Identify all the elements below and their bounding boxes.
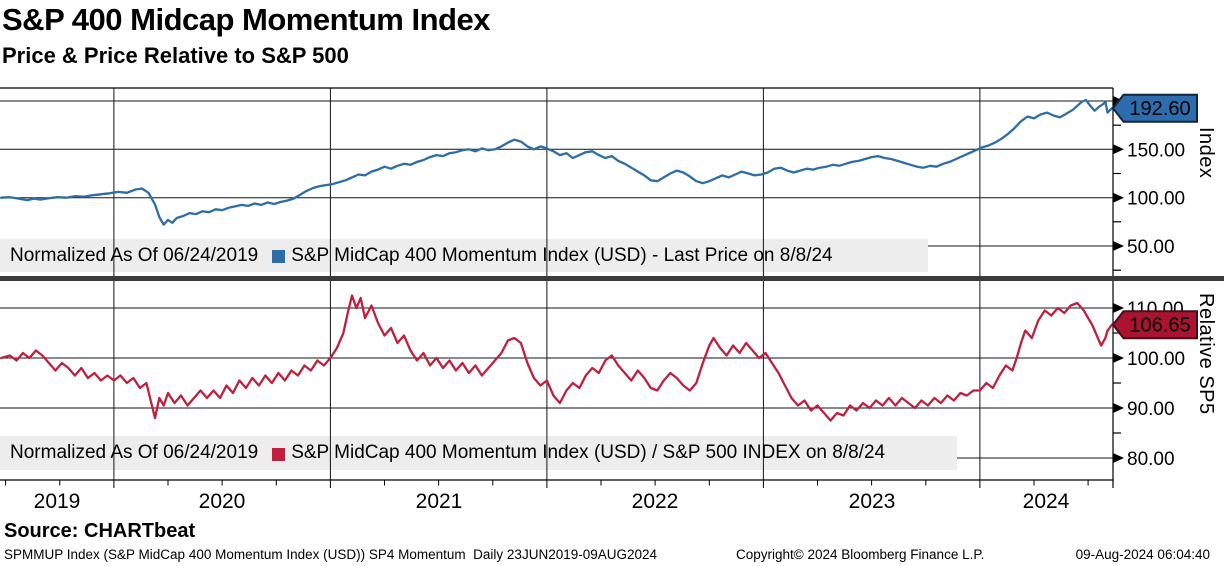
y-tick-label: 100.00 <box>1127 349 1185 370</box>
y-tick-label: 50.00 <box>1127 237 1175 258</box>
y-tick-label: 100.00 <box>1127 189 1185 210</box>
last-price-badge-label: 106.65 <box>1129 315 1190 337</box>
y-tick-label: 150.00 <box>1127 140 1185 161</box>
legend-series-label: S&P MidCap 400 Momentum Index (USD) - La… <box>291 244 833 266</box>
last-price-badge <box>1111 310 1198 340</box>
year-label-2021: 2021 <box>415 490 463 513</box>
right-axis-title-relative: Relative SP5 <box>1195 293 1217 415</box>
footer-detail: SPMMUP Index (S&P MidCap 400 Momentum In… <box>4 547 658 562</box>
tick-arrow <box>1113 453 1124 463</box>
tick-arrow <box>1113 144 1124 155</box>
last-price-badge <box>1111 93 1198 123</box>
y-tick-label: 80.00 <box>1127 449 1175 470</box>
legend-strip-bg <box>0 436 957 470</box>
page-subtitle: Price & Price Relative to S&P 500 <box>2 43 349 68</box>
year-label-2024: 2024 <box>1022 490 1070 513</box>
price-series-swatch <box>272 250 286 263</box>
x-axis-labels: 2019 2020 2021 2022 2023 2024 <box>0 490 1224 518</box>
tick-arrow <box>1113 403 1124 413</box>
price-legend: Normalized As Of 06/24/2019 S&P MidCap 4… <box>10 239 833 272</box>
legend-normalized-label: Normalized As Of 06/24/2019 <box>10 442 259 463</box>
year-label-2023: 2023 <box>848 490 896 513</box>
price-series-line <box>0 98 1114 226</box>
y-tick-label: 90.00 <box>1127 399 1175 420</box>
year-label-2020: 2020 <box>198 490 246 513</box>
relative-legend: Normalized As Of 06/24/2019 S&P MidCap 4… <box>10 436 885 470</box>
legend-series-label: S&P MidCap 400 Momentum Index (USD) / S&… <box>291 442 886 463</box>
relative-series-line <box>0 294 1114 422</box>
year-label-2022: 2022 <box>631 490 679 513</box>
source-label: Source: CHARTbeat <box>4 520 196 542</box>
legend-strip-bg <box>0 239 928 272</box>
footer-copyright: Copyright© 2024 Bloomberg Finance L.P. <box>736 547 985 562</box>
legend-normalized-label: Normalized As Of 06/24/2019 <box>10 244 259 266</box>
tick-arrow <box>1113 353 1124 363</box>
page-title: S&P 400 Midcap Momentum Index <box>2 2 490 37</box>
panel-divider <box>0 276 1224 281</box>
last-price-badge-label: 192.60 <box>1129 98 1190 120</box>
year-label-2019: 2019 <box>33 490 81 513</box>
tick-arrow <box>1113 192 1124 203</box>
right-axis-title-index: Index <box>1195 127 1217 179</box>
tick-arrow <box>1113 241 1124 251</box>
tick-arrow <box>1113 303 1124 313</box>
relative-series-swatch <box>272 447 286 461</box>
footer-timestamp: 09-Aug-2024 06:04:40 <box>1075 547 1210 562</box>
